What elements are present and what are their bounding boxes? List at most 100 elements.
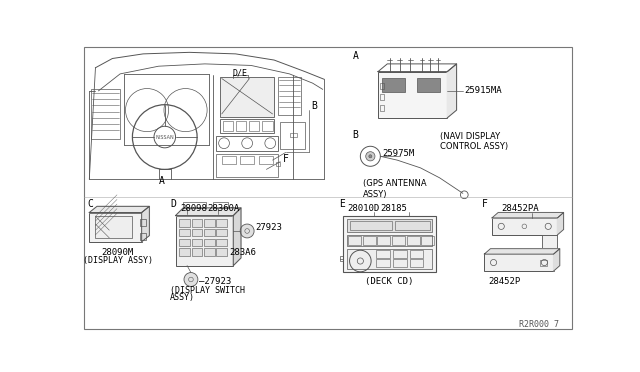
Text: B: B xyxy=(353,131,358,141)
Bar xyxy=(192,229,202,236)
Text: A: A xyxy=(353,51,358,61)
Bar xyxy=(417,78,440,92)
Bar xyxy=(380,105,384,111)
Bar xyxy=(216,239,227,246)
Bar xyxy=(192,239,202,246)
Bar xyxy=(421,235,435,245)
Text: R2R000 7: R2R000 7 xyxy=(519,320,559,328)
Bar xyxy=(348,235,361,245)
Bar xyxy=(276,162,280,166)
Text: B: B xyxy=(311,101,317,111)
Bar xyxy=(183,202,206,208)
Bar xyxy=(95,217,132,238)
Bar xyxy=(223,121,234,131)
Circle shape xyxy=(240,224,254,238)
Text: 28010D: 28010D xyxy=(348,204,380,213)
Circle shape xyxy=(184,273,198,286)
Text: (DISPLAY ASSY): (DISPLAY ASSY) xyxy=(83,256,153,265)
Bar xyxy=(212,202,228,208)
Bar xyxy=(204,219,215,227)
Bar xyxy=(220,77,274,117)
Text: C: C xyxy=(88,199,93,209)
Bar xyxy=(204,248,215,256)
Bar xyxy=(240,156,254,164)
Bar xyxy=(179,229,190,236)
Bar xyxy=(540,260,547,266)
Bar xyxy=(393,260,406,267)
Bar xyxy=(192,219,202,227)
Bar xyxy=(395,221,429,230)
Bar xyxy=(192,248,202,256)
Text: (DISPLAY SWITCH: (DISPLAY SWITCH xyxy=(170,286,245,295)
Bar xyxy=(410,260,424,267)
Text: D: D xyxy=(170,199,176,209)
Polygon shape xyxy=(484,249,560,254)
Text: F: F xyxy=(284,154,289,164)
Bar xyxy=(236,121,246,131)
Bar xyxy=(179,239,190,246)
Bar xyxy=(348,235,432,246)
Bar xyxy=(262,121,273,131)
Polygon shape xyxy=(90,206,149,212)
Polygon shape xyxy=(492,212,564,218)
Polygon shape xyxy=(447,64,456,118)
Bar xyxy=(492,218,557,235)
Bar xyxy=(140,232,147,240)
Bar xyxy=(380,94,384,100)
Bar xyxy=(204,229,215,236)
Bar xyxy=(376,250,390,258)
Bar xyxy=(216,135,278,151)
Bar xyxy=(349,221,392,230)
Text: D/E: D/E xyxy=(232,68,248,78)
Text: 28185: 28185 xyxy=(380,204,407,213)
Bar xyxy=(484,254,554,271)
Text: 25975M: 25975M xyxy=(383,149,415,158)
Bar xyxy=(204,239,215,246)
Bar xyxy=(382,78,405,92)
Bar xyxy=(340,256,344,261)
Text: 283A6: 283A6 xyxy=(230,248,256,257)
Polygon shape xyxy=(234,208,241,266)
Bar xyxy=(406,235,420,245)
Bar xyxy=(259,156,273,164)
Polygon shape xyxy=(554,249,560,271)
Bar xyxy=(175,216,234,266)
Bar xyxy=(216,154,278,177)
Text: 28452P: 28452P xyxy=(488,276,520,286)
Bar xyxy=(348,219,432,232)
Text: 28360A: 28360A xyxy=(207,204,239,213)
Bar xyxy=(378,71,447,118)
Bar xyxy=(378,235,390,245)
Bar xyxy=(216,229,227,236)
Text: (GPS ANTENNA
ASSY): (GPS ANTENNA ASSY) xyxy=(363,179,426,199)
Bar xyxy=(179,219,190,227)
Bar xyxy=(179,248,190,256)
Bar xyxy=(348,249,432,269)
Bar xyxy=(363,235,376,245)
Bar xyxy=(220,119,274,133)
Bar xyxy=(249,121,259,131)
Bar xyxy=(289,133,297,137)
Bar xyxy=(392,235,405,245)
Bar xyxy=(140,219,147,226)
Text: A: A xyxy=(159,176,164,186)
Bar xyxy=(380,83,384,89)
Bar xyxy=(280,122,305,148)
Text: —27923: —27923 xyxy=(198,276,231,286)
Circle shape xyxy=(369,155,372,158)
Polygon shape xyxy=(557,212,564,235)
Bar xyxy=(410,250,424,258)
Bar xyxy=(344,217,436,272)
Bar xyxy=(221,156,236,164)
Bar xyxy=(278,77,301,115)
Polygon shape xyxy=(141,206,149,242)
Polygon shape xyxy=(175,208,241,216)
Text: E: E xyxy=(340,199,346,209)
Circle shape xyxy=(365,152,375,161)
Bar xyxy=(376,260,390,267)
Bar xyxy=(216,248,227,256)
Bar xyxy=(90,212,141,242)
Text: 25915MA: 25915MA xyxy=(464,86,502,95)
Text: 28452PA: 28452PA xyxy=(501,204,539,213)
Text: F: F xyxy=(482,199,488,209)
